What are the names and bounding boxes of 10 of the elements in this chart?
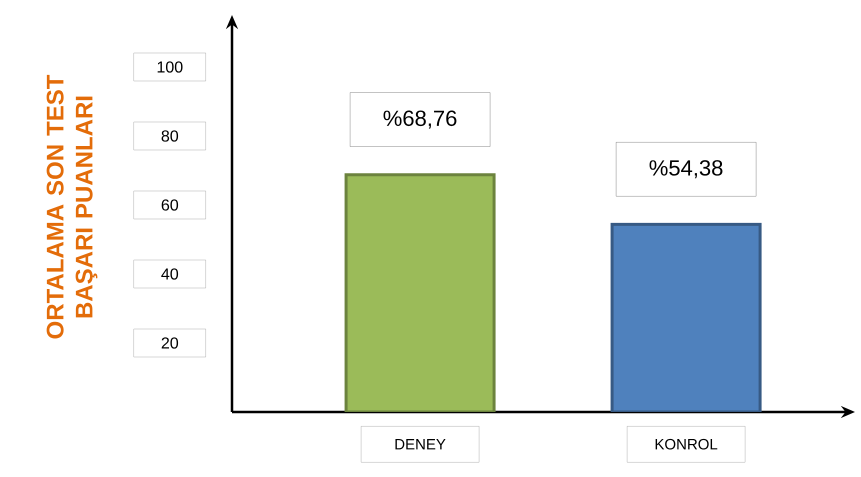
x-tick-label: KONROL [656,438,718,450]
y-tick-label: 40 [161,268,178,280]
y-tick-label: 60 [162,199,178,211]
x-tick-label: DENEY [395,439,446,450]
y-axis-title: ORTALAMA SON TEST BAŞARI PUANLARI [46,74,98,338]
y-tick-label: 100 [158,61,183,73]
data-label: %68,76 [384,110,456,129]
y-tick-label: 20 [162,337,178,349]
data-label: %54,38 [650,160,722,178]
y-tick-label: 80 [162,130,178,142]
